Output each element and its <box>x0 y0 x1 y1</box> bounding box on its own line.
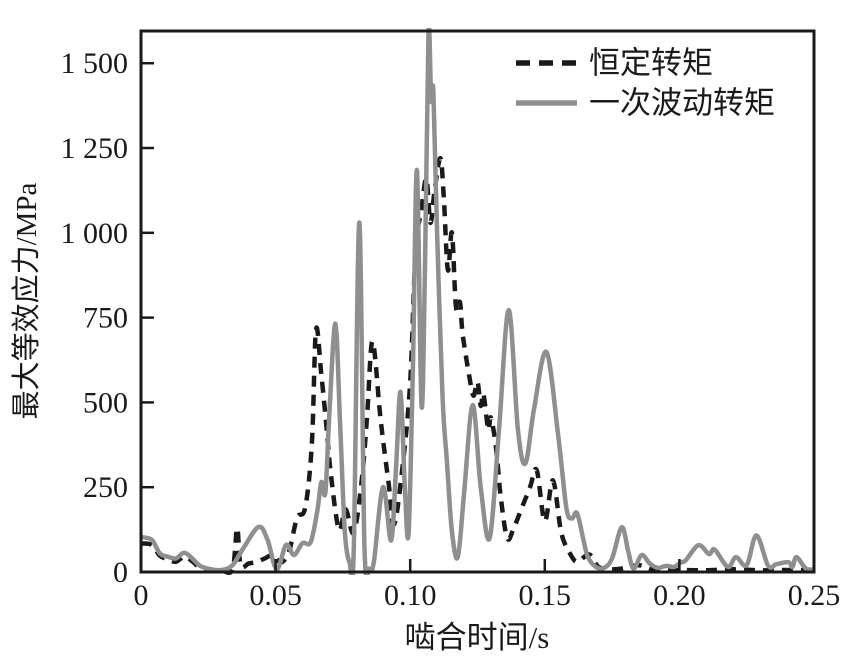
series-line-fluctuating-torque <box>141 28 814 575</box>
legend-label-constant-torque: 恒定转矩 <box>589 46 713 81</box>
y-tick-label: 1 250 <box>61 132 129 165</box>
x-tick-label: 0.20 <box>653 579 706 612</box>
legend-item-fluctuating-torque: 一次波动转矩 <box>516 86 775 121</box>
plot-border <box>139 29 816 574</box>
legend-item-constant-torque: 恒定转矩 <box>516 46 713 81</box>
y-tick-label: 750 <box>83 302 128 335</box>
legend-label-fluctuating-torque: 一次波动转矩 <box>589 86 775 121</box>
legend: 恒定转矩 一次波动转矩 <box>516 46 775 121</box>
x-tick-label: 0.25 <box>788 579 841 612</box>
y-tick-label: 250 <box>83 471 128 504</box>
x-tick-label: 0.10 <box>384 579 437 612</box>
x-tick-label: 0 <box>134 579 149 612</box>
x-tick-label: 0.05 <box>249 579 302 612</box>
x-tick-label: 0.15 <box>519 579 572 612</box>
series-lines <box>141 28 814 575</box>
y-tick-label: 1 500 <box>61 47 129 80</box>
x-axis-title: 啮合时间/s <box>405 620 550 655</box>
y-tick-label: 1 000 <box>61 217 129 250</box>
x-axis-ticks: 0 0.05 0.10 0.15 0.20 0.25 <box>134 559 841 612</box>
y-tick-label: 0 <box>113 556 128 589</box>
y-axis-ticks: 0 250 500 750 1 000 1 250 1 500 <box>61 47 154 589</box>
y-tick-label: 500 <box>83 386 128 419</box>
y-axis-title: 最大等效应力/MPa <box>10 182 43 419</box>
